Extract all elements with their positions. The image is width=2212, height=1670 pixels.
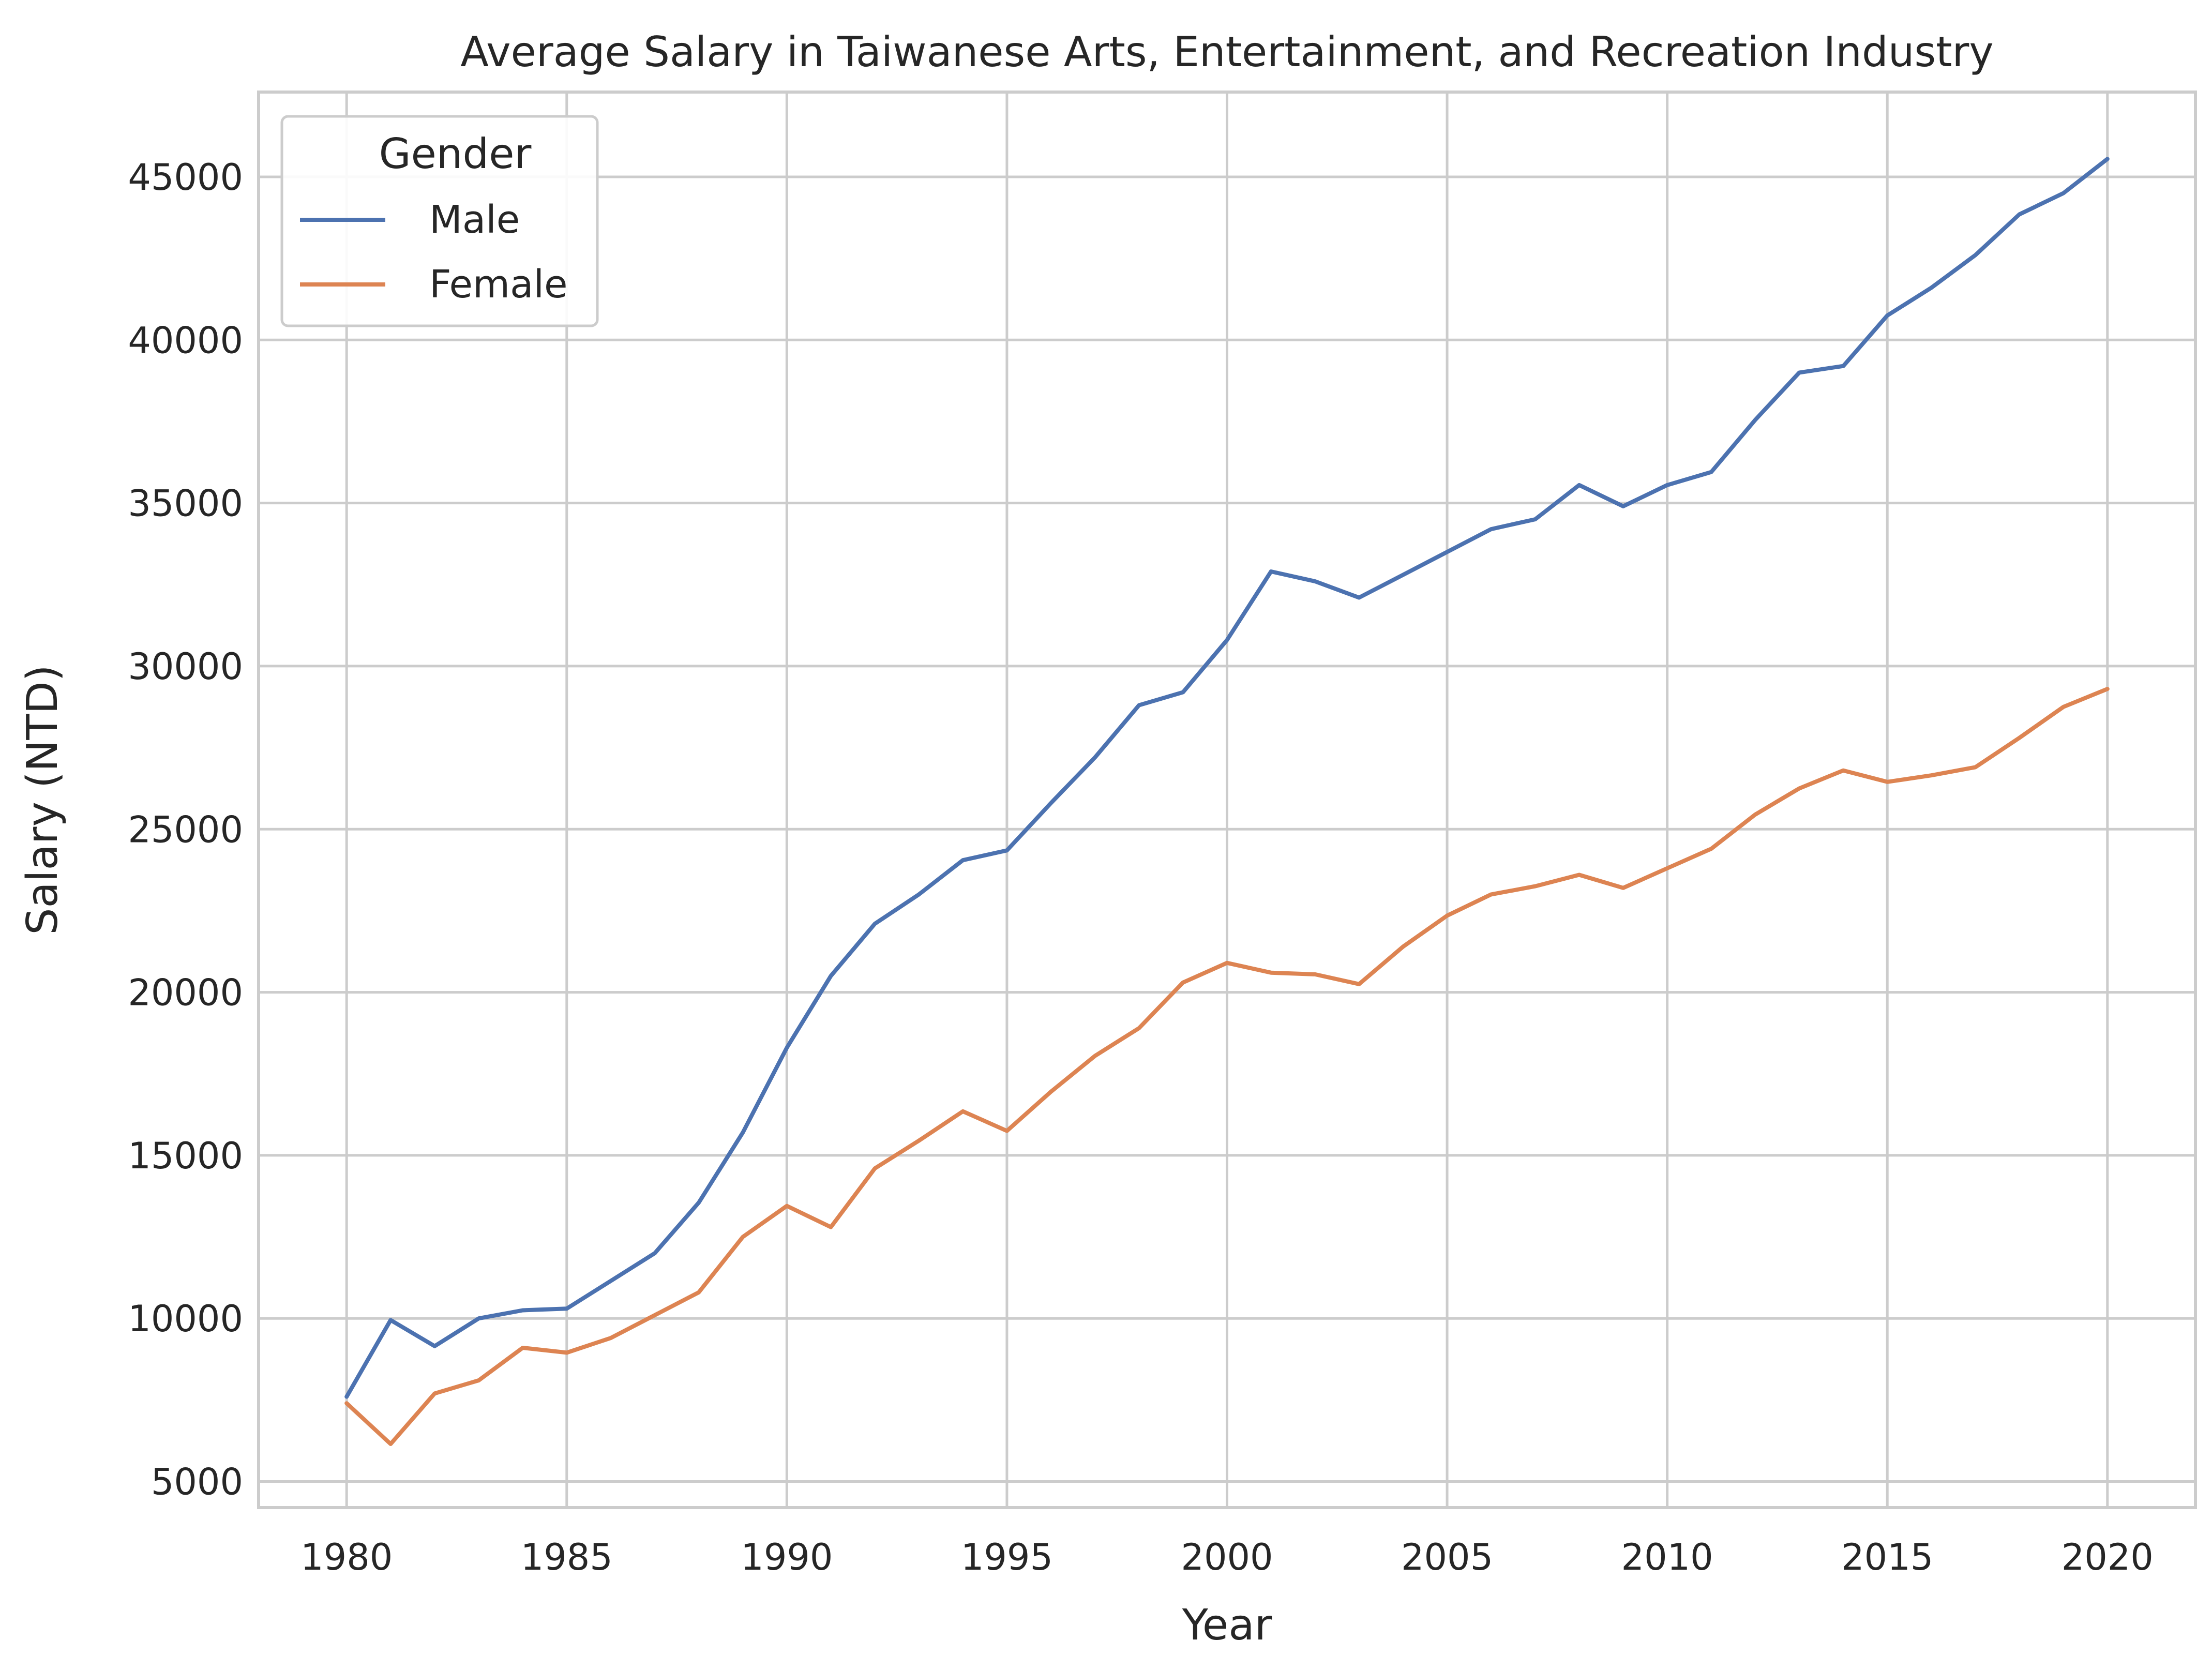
tick-labels: 1980 1985 1990 1995 2000 2005 2010 2015 2020 5000… <box>128 156 2154 1578</box>
y-tick-label: 35000 <box>128 483 243 525</box>
y-axis-label: Salary (NTD) <box>18 665 67 935</box>
y-tick-label: 25000 <box>128 808 243 851</box>
y-tick-label: 20000 <box>128 972 243 1014</box>
x-tick-label: 1990 <box>741 1536 833 1578</box>
legend-title: Gender <box>379 130 532 178</box>
plot-frame <box>257 91 2197 1509</box>
series-lines <box>344 157 2110 1446</box>
y-tick-label: 45000 <box>128 156 243 199</box>
legend-items: Male Female <box>300 198 568 307</box>
legend-label-male: Male <box>429 198 520 242</box>
legend: Gender Male Female <box>280 115 599 327</box>
x-tick-label: 1985 <box>521 1536 613 1578</box>
x-tick-label: 1995 <box>961 1536 1053 1578</box>
x-tick-label: 2015 <box>1841 1536 1933 1578</box>
x-axis-label: Year <box>1182 1601 1272 1650</box>
legend-label-female: Female <box>429 262 568 307</box>
y-tick-label: 10000 <box>128 1298 243 1340</box>
grid-lines <box>259 92 2195 1508</box>
x-tick-label: 2005 <box>1401 1536 1493 1578</box>
chart-title: Average Salary in Taiwanese Arts, Entert… <box>460 28 1994 76</box>
x-tick-label: 2000 <box>1181 1536 1273 1578</box>
y-tick-label: 5000 <box>151 1461 243 1503</box>
legend-box <box>280 115 599 327</box>
series-line-male <box>344 157 2110 1399</box>
y-tick-label: 40000 <box>128 319 243 362</box>
y-tick-label: 15000 <box>128 1135 243 1177</box>
y-tick-label: 30000 <box>128 645 243 688</box>
series-line-female <box>344 687 2110 1446</box>
x-tick-label: 1980 <box>300 1536 393 1578</box>
x-tick-label: 2010 <box>1621 1536 1713 1578</box>
x-tick-label: 2020 <box>2061 1536 2154 1578</box>
